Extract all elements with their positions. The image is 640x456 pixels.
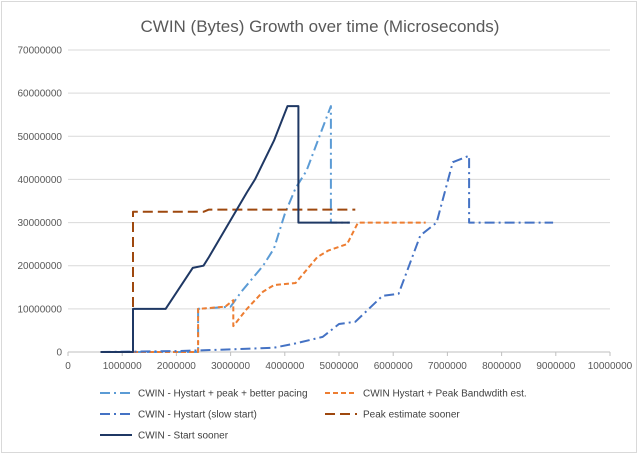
series-line-2 xyxy=(133,221,426,353)
legend-label: CWIN - Hystart (slow start) xyxy=(138,410,257,421)
x-tick-label: 7000000 xyxy=(428,361,467,372)
y-tick-label: 20000000 xyxy=(18,261,63,272)
y-tick-label: 70000000 xyxy=(18,46,63,57)
legend-item: CWIN - Hystart (slow start) xyxy=(100,410,257,421)
x-tick-label: 9000000 xyxy=(536,361,575,372)
legend-item: Peak estimate sooner xyxy=(325,410,460,421)
x-tick-label: 8000000 xyxy=(482,361,521,372)
series-line-1 xyxy=(133,105,350,353)
x-tick-label: 1000000 xyxy=(103,361,142,372)
legend-item: CWIN Hystart + Peak Bandwdith est. xyxy=(325,389,527,400)
legend-label: CWIN Hystart + Peak Bandwdith est. xyxy=(363,389,527,400)
legend-label: Peak estimate sooner xyxy=(363,410,460,421)
y-tick-label: 40000000 xyxy=(18,175,63,186)
y-tick-label: 10000000 xyxy=(18,304,63,315)
y-tick-label: 30000000 xyxy=(18,218,63,229)
x-tick-label: 5000000 xyxy=(320,361,359,372)
x-tick-labels: 0 1000000 2000000 3000000 4000000 5000000 6000… xyxy=(65,361,632,372)
x-tick-label: 3000000 xyxy=(211,361,250,372)
series-line-4 xyxy=(132,208,356,352)
x-tick-label: 4000000 xyxy=(265,361,304,372)
series-lines xyxy=(100,105,554,353)
x-tick-label: 6000000 xyxy=(374,361,413,372)
legend-label: CWIN - Start sooner xyxy=(138,431,229,442)
x-tick-label: 2000000 xyxy=(157,361,196,372)
legend: CWIN - Hystart + peak + better pacing CWI… xyxy=(100,389,527,442)
series-line-3 xyxy=(100,154,554,353)
gridlines xyxy=(68,49,610,310)
series-line-5 xyxy=(100,105,350,353)
legend-item: CWIN - Hystart + peak + better pacing xyxy=(100,389,308,400)
y-tick-label: 60000000 xyxy=(18,89,63,100)
y-tick-label: 0 xyxy=(56,348,62,359)
legend-label: CWIN - Hystart + peak + better pacing xyxy=(138,389,308,400)
legend-item: CWIN - Start sooner xyxy=(100,431,229,442)
y-tick-labels: 0 10000000 20000000 30000000 40000000 5000000… xyxy=(18,46,63,359)
x-tick-label: 0 xyxy=(65,361,71,372)
y-tick-label: 50000000 xyxy=(18,132,63,143)
chart-title: CWIN (Bytes) Growth over time (Microseco… xyxy=(141,17,500,36)
x-tick-label: 10000000 xyxy=(588,361,633,372)
